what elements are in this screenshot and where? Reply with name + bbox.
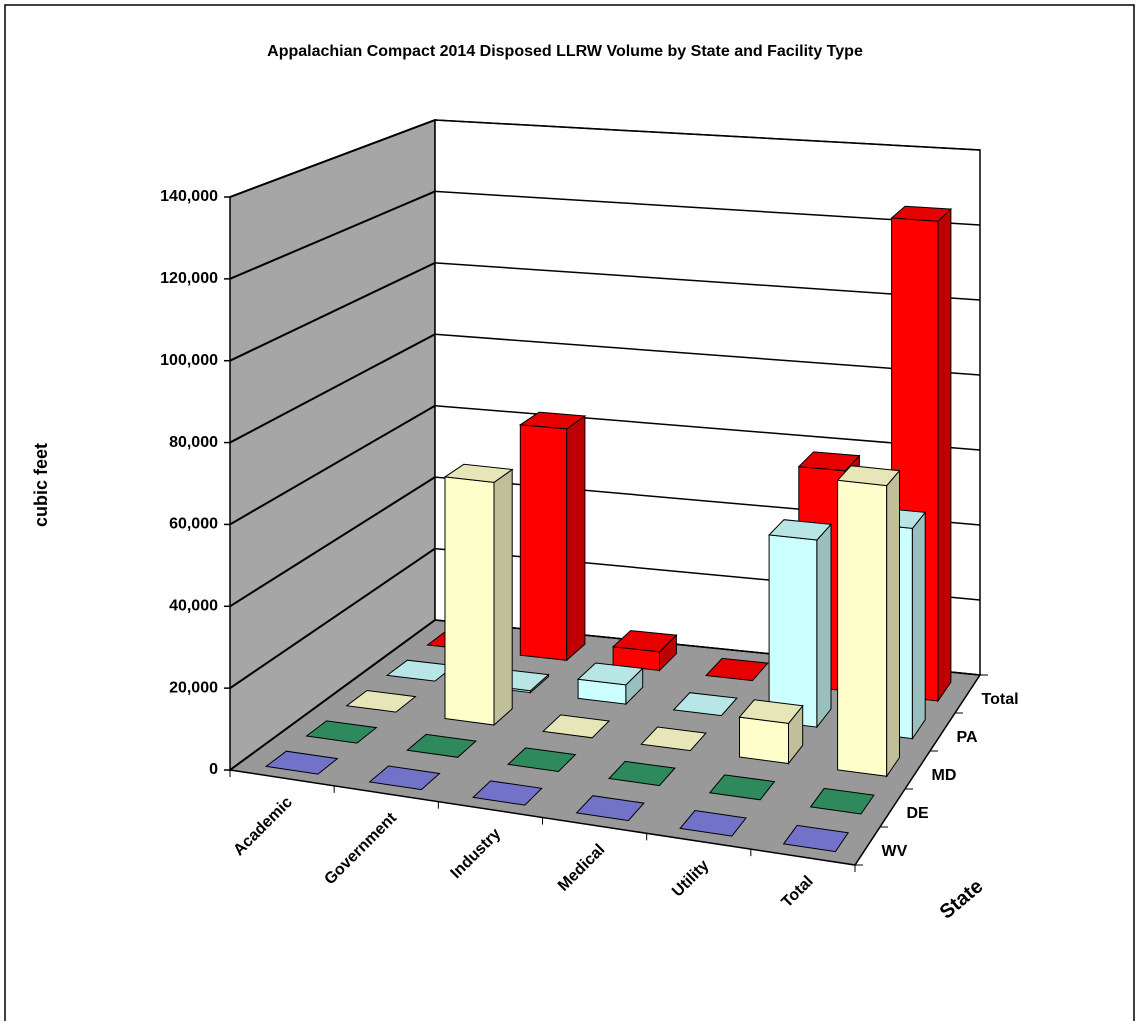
z-tick-label: Total — [982, 691, 1019, 708]
grid-line — [229, 261, 436, 362]
bar-front — [837, 479, 888, 777]
bar-top — [406, 733, 478, 758]
y-tick-label: 120,000 — [160, 270, 218, 287]
z-tick-label: DE — [907, 805, 930, 822]
bar-top — [672, 692, 738, 717]
bar-top — [541, 714, 611, 739]
bar-top — [782, 824, 850, 853]
bar-top — [264, 750, 339, 775]
y-tick-label: 60,000 — [169, 516, 218, 533]
grid-line — [229, 619, 436, 771]
grid-line — [434, 190, 981, 226]
bar-top — [809, 787, 875, 815]
y-tick-label: 20,000 — [169, 679, 218, 696]
grid-line — [229, 547, 436, 689]
grid-line — [434, 262, 981, 301]
grid-line — [229, 190, 436, 280]
bar-top — [738, 699, 804, 724]
y-axis-label: cubic feet — [31, 443, 51, 527]
bar-side — [886, 469, 900, 778]
z-tick-label: PA — [957, 729, 978, 746]
grid-line — [434, 119, 981, 151]
bar-top — [704, 657, 769, 682]
y-tick-label: 40,000 — [169, 598, 218, 615]
bar-top — [679, 809, 747, 837]
bar-side — [816, 523, 832, 729]
bar-side — [566, 415, 586, 662]
grid-line — [434, 404, 981, 451]
grid-line — [434, 333, 981, 376]
bar-top — [890, 205, 953, 222]
bar-top — [443, 463, 514, 483]
y-tick-label: 80,000 — [169, 434, 218, 451]
y-tick-label: 140,000 — [160, 188, 218, 205]
bar-top — [345, 689, 417, 713]
bar-top — [708, 774, 776, 801]
bar-top — [607, 760, 676, 787]
bar-top — [506, 747, 577, 773]
z-tick-label: WV — [882, 843, 908, 860]
bar-top — [518, 411, 587, 430]
bar-top — [368, 765, 441, 791]
bar-top — [575, 795, 645, 822]
grid-line — [229, 476, 436, 608]
bar-top — [576, 662, 644, 686]
bar-top — [768, 519, 833, 541]
bar-side — [937, 207, 952, 703]
grid-line — [229, 333, 436, 444]
bar-top — [305, 720, 378, 744]
bar-front — [739, 716, 789, 765]
grid-line — [229, 404, 436, 526]
z-tick-label: MD — [932, 767, 957, 784]
bar-front — [768, 534, 818, 728]
y-tick-label: 100,000 — [160, 352, 218, 369]
bar-side — [493, 468, 513, 727]
grid-line — [229, 119, 436, 198]
bar-top — [611, 630, 678, 653]
bar-top — [472, 780, 543, 806]
bar-side — [911, 510, 926, 741]
chart-title: Appalachian Compact 2014 Disposed LLRW V… — [267, 43, 863, 60]
y-tick-label: 0 — [209, 761, 218, 778]
bar-front — [519, 424, 568, 661]
bar-top — [640, 726, 707, 752]
bar-front — [444, 476, 495, 726]
bar-top — [797, 451, 861, 472]
bar-top — [836, 465, 901, 487]
